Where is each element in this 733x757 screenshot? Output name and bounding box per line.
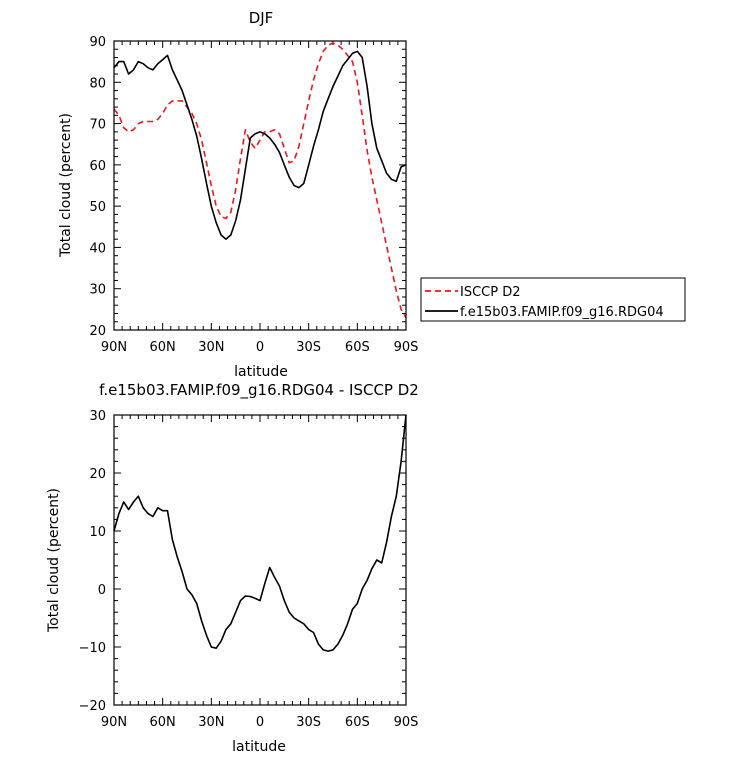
y-tick-label: 50 xyxy=(89,200,106,215)
plot-frame xyxy=(113,414,407,706)
legend-label-model: f.e15b03.FAMIP.f09_g16.RDG04 xyxy=(460,305,664,320)
x-tick-label: 60N xyxy=(150,340,176,355)
chart-title: f.e15b03.FAMIP.f09_g16.RDG04 - ISCCP D2 xyxy=(99,381,419,400)
x-axis-label: latitude xyxy=(234,364,288,380)
legend-label-isccp: ISCCP D2 xyxy=(460,285,521,300)
plot-frame xyxy=(113,40,407,331)
x-tick-label: 60S xyxy=(345,715,370,730)
y-tick-label: 10 xyxy=(89,525,106,540)
x-tick-label: 90S xyxy=(394,340,419,355)
plot-area: 90N 60N 30N 0 30S 60S 90S −20 −10 0 10 20 30 xyxy=(79,409,419,730)
series-line-1 xyxy=(113,50,407,240)
x-axis-label: latitude xyxy=(232,739,286,755)
x-tick-label: 90N xyxy=(101,340,127,355)
y-tick-label: 90 xyxy=(89,35,106,50)
x-tick-label: 60N xyxy=(150,715,176,730)
y-tick-label: 40 xyxy=(89,241,106,256)
chart-title: DJF xyxy=(249,9,274,27)
x-tick-label: 90N xyxy=(101,715,127,730)
x-tick-label: 0 xyxy=(256,715,264,730)
x-tick-label: 30N xyxy=(198,340,224,355)
y-tick-label: 30 xyxy=(89,409,106,424)
y-tick-label: −10 xyxy=(79,641,106,656)
x-tick-label: 0 xyxy=(256,340,264,355)
y-axis-label: Total cloud (percent) xyxy=(46,488,62,633)
y-tick-label: 20 xyxy=(89,324,106,339)
x-tick-label: 30S xyxy=(296,340,321,355)
legend-box xyxy=(420,277,686,322)
y-tick-label: 70 xyxy=(89,118,106,133)
series-line-0 xyxy=(113,414,407,652)
plot-area: 90N 60N 30N 0 30S 60S 90S 20 30 40 50 60 70 80 90 xyxy=(89,35,418,355)
x-tick-label: 90S xyxy=(394,715,419,730)
y-tick-label: −20 xyxy=(79,699,106,714)
x-tick-label: 30S xyxy=(296,715,321,730)
y-tick-label: 60 xyxy=(89,159,106,174)
x-tick-label: 30N xyxy=(198,715,224,730)
x-tick-label: 60S xyxy=(345,340,370,355)
y-tick-label: 0 xyxy=(98,583,106,598)
y-axis-label: Total cloud (percent) xyxy=(58,113,74,258)
legend: ISCCP D2 f.e15b03.FAMIP.f09_g16.RDG04 xyxy=(420,277,686,322)
y-tick-label: 80 xyxy=(89,76,106,91)
chart-bottom: f.e15b03.FAMIP.f09_g16.RDG04 - ISCCP D2 … xyxy=(46,381,419,755)
series-line-0 xyxy=(113,42,407,319)
y-tick-label: 20 xyxy=(89,467,106,482)
y-tick-label: 30 xyxy=(89,283,106,298)
chart-top: DJF Total cloud (percent) latitude 90N 60… xyxy=(58,9,418,380)
